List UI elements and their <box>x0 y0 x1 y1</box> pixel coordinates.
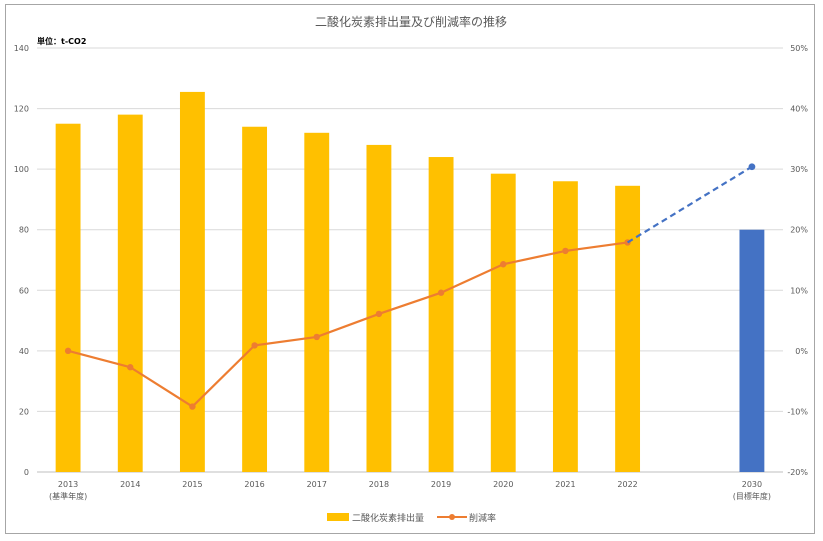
line-series <box>64 163 756 410</box>
y-tick-label: 20 <box>19 407 29 416</box>
x-tick-label: 2014 <box>120 480 140 489</box>
x-tick-label: 2018 <box>369 480 389 489</box>
y2-tick-label: 40% <box>790 105 808 114</box>
line-point <box>313 333 320 341</box>
bar <box>366 144 392 472</box>
x-tick-label: 2030 <box>742 480 762 489</box>
bar <box>242 126 268 472</box>
y2-tick-label: 20% <box>790 226 808 235</box>
y2-tick-label: 30% <box>790 165 808 174</box>
x-tick-label: 2016 <box>244 480 264 489</box>
y-tick-label: 140 <box>14 44 29 53</box>
axis-labels: 0 -20% 20 -10% 40 0% 60 10% 80 20% 100 30% 120 40% 140… <box>14 44 809 501</box>
x-tick-label: 2022 <box>617 480 637 489</box>
line-point <box>251 342 258 349</box>
y-tick-label: 60 <box>19 286 29 295</box>
grid-lines <box>37 47 783 473</box>
reduction-rate-line <box>67 241 628 408</box>
legend-label-bar: 二酸化炭素排出量 <box>352 512 424 524</box>
bar <box>117 114 143 472</box>
x-tick-label: 2015 <box>182 480 202 489</box>
legend: 二酸化炭素排出量 削減率 <box>327 512 496 524</box>
line-point <box>64 347 72 355</box>
x-tick-label: 2020 <box>493 480 513 489</box>
legend-label-line: 削減率 <box>469 512 496 524</box>
line-point <box>127 364 134 371</box>
unit-label: 単位：t-CO2 <box>37 36 86 46</box>
x-tick-label: 2013 <box>58 480 78 489</box>
bar <box>615 185 641 473</box>
x-tick-sublabel: (目標年度) <box>733 491 771 501</box>
y-tick-label: 80 <box>19 226 29 235</box>
line-point <box>375 310 383 318</box>
line-point <box>437 289 445 296</box>
target-point <box>748 163 756 171</box>
y-tick-label: 100 <box>14 165 29 174</box>
bar <box>428 157 454 472</box>
bar <box>304 132 330 473</box>
y2-tick-label: 50% <box>790 44 808 53</box>
x-tick-label: 2021 <box>555 480 575 489</box>
x-tick-label: 2017 <box>307 480 327 489</box>
line-point <box>562 247 569 255</box>
y2-tick-label: 10% <box>790 286 808 295</box>
y2-tick-label: 0% <box>795 347 808 356</box>
line-point <box>189 403 196 410</box>
bar <box>490 173 516 472</box>
bar <box>55 123 81 472</box>
bar <box>552 181 578 472</box>
bar-series <box>55 91 765 473</box>
line-point <box>500 261 507 268</box>
x-tick-sublabel: (基準年度) <box>49 491 87 501</box>
x-tick-label: 2019 <box>431 480 451 489</box>
target-projection-line <box>627 165 753 244</box>
legend-swatch-marker <box>449 514 455 520</box>
legend-swatch-bar <box>327 513 349 521</box>
chart-title: 二酸化炭素排出量及び削減率の推移 <box>315 14 507 29</box>
y2-tick-label: -10% <box>787 407 808 416</box>
y2-tick-label: -20% <box>787 468 808 477</box>
y-tick-label: 0 <box>24 468 29 477</box>
y-tick-label: 120 <box>14 105 29 114</box>
bar <box>179 91 205 473</box>
y-tick-label: 40 <box>19 347 29 356</box>
bar <box>739 229 765 472</box>
